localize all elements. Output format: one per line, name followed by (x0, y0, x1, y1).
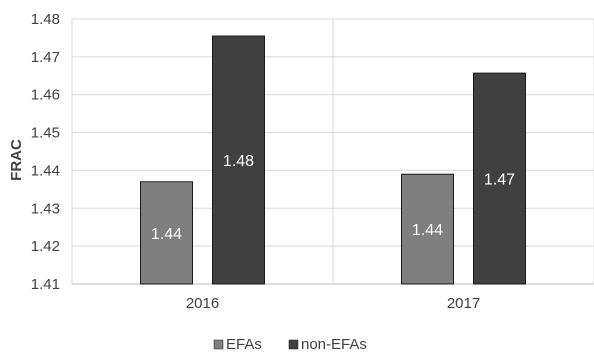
y-tick-label: 1.46 (31, 87, 60, 104)
y-axis-ticks: 1.41 1.42 1.43 1.44 1.45 1.46 1.47 1.48 (31, 11, 60, 293)
x-tick-label: 2016 (186, 295, 219, 312)
data-label: 1.44 (412, 222, 443, 239)
x-tick-label: 2017 (447, 295, 480, 312)
bar-non-efas-2016 (212, 35, 265, 285)
legend: EFAs non-EFAs (213, 336, 367, 353)
bar-non-efas-2017 (473, 72, 526, 285)
legend-label: non-EFAs (301, 336, 367, 353)
y-tick-label: 1.41 (31, 276, 60, 293)
bar-efas-2016 (140, 181, 193, 285)
y-tick-label: 1.47 (31, 49, 60, 66)
x-axis-labels: 2016 2017 (186, 295, 480, 312)
legend-swatch (288, 339, 299, 350)
y-tick-label: 1.45 (31, 125, 60, 142)
y-axis-title: FRAC (8, 139, 25, 181)
data-label: 1.47 (484, 172, 515, 189)
data-label: 1.44 (151, 226, 182, 243)
y-tick-label: 1.42 (31, 238, 60, 255)
bars: 1.44 1.48 1.44 1.47 (140, 35, 526, 285)
y-tick-label: 1.44 (31, 162, 60, 179)
legend-swatch (213, 339, 224, 350)
data-label: 1.48 (223, 153, 254, 170)
y-tick-label: 1.43 (31, 200, 60, 217)
bar-efas-2017 (401, 173, 454, 285)
legend-label: EFAs (226, 336, 262, 353)
y-tick-label: 1.48 (31, 11, 60, 28)
